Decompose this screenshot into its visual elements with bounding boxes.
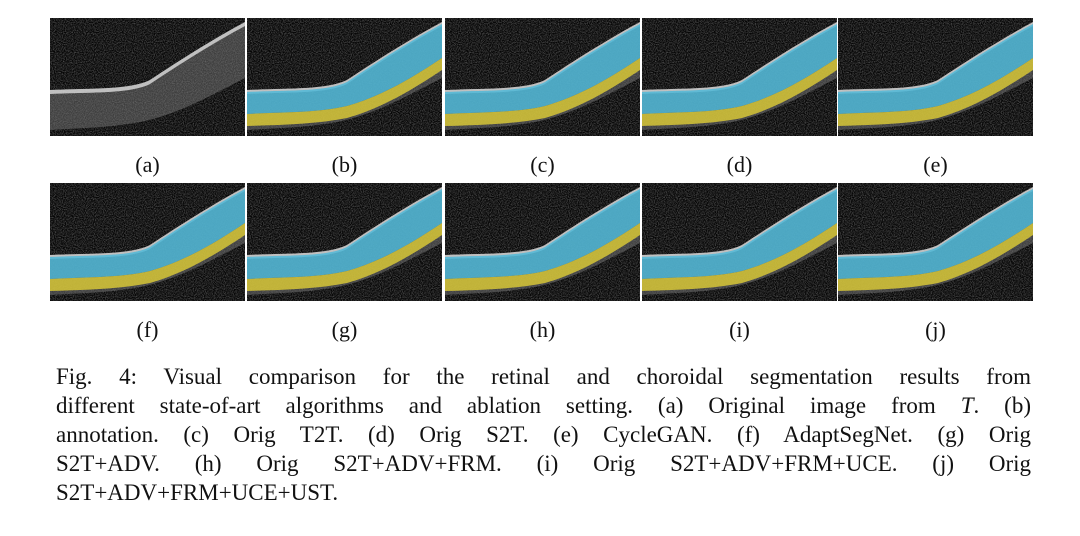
panel-label: (j) [925,317,946,342]
oct-image [838,183,1033,301]
panel-label: (f) [136,317,159,342]
caption-text: . (b) [973,393,1032,418]
caption-line: annotation. (c) Orig T2T. (d) Orig S2T. … [56,422,1031,447]
caption-line: different state-of-art algorithms and ab… [56,391,1031,420]
oct-image [247,18,442,136]
panel-label: (e) [923,152,948,177]
oct-image [50,183,245,301]
oct-image [445,18,640,136]
panel-label: (h) [529,317,556,342]
oct-image [838,18,1033,136]
oct-image [247,183,442,301]
caption: Fig. 4: Visual comparison for the retina… [56,362,1031,507]
oct-image [642,18,837,136]
panel-label: (d) [726,152,753,177]
caption-text: different state-of-art algorithms and ab… [56,393,961,418]
caption-line: S2T+ADV+FRM+UCE+UST. [56,480,339,505]
oct-image [50,18,245,136]
panel-label: (c) [530,152,555,177]
panel-label: (a) [135,152,160,177]
oct-image [445,183,640,301]
caption-line: Fig. 4: Visual comparison for the retina… [56,364,1031,389]
panel-label: (b) [331,152,358,177]
panel-label: (g) [331,317,358,342]
caption-line: S2T+ADV. (h) Orig S2T+ADV+FRM. (i) Orig … [56,451,1031,476]
oct-image [642,183,837,301]
panel-label: (i) [729,317,750,342]
caption-italic: T [960,393,974,418]
